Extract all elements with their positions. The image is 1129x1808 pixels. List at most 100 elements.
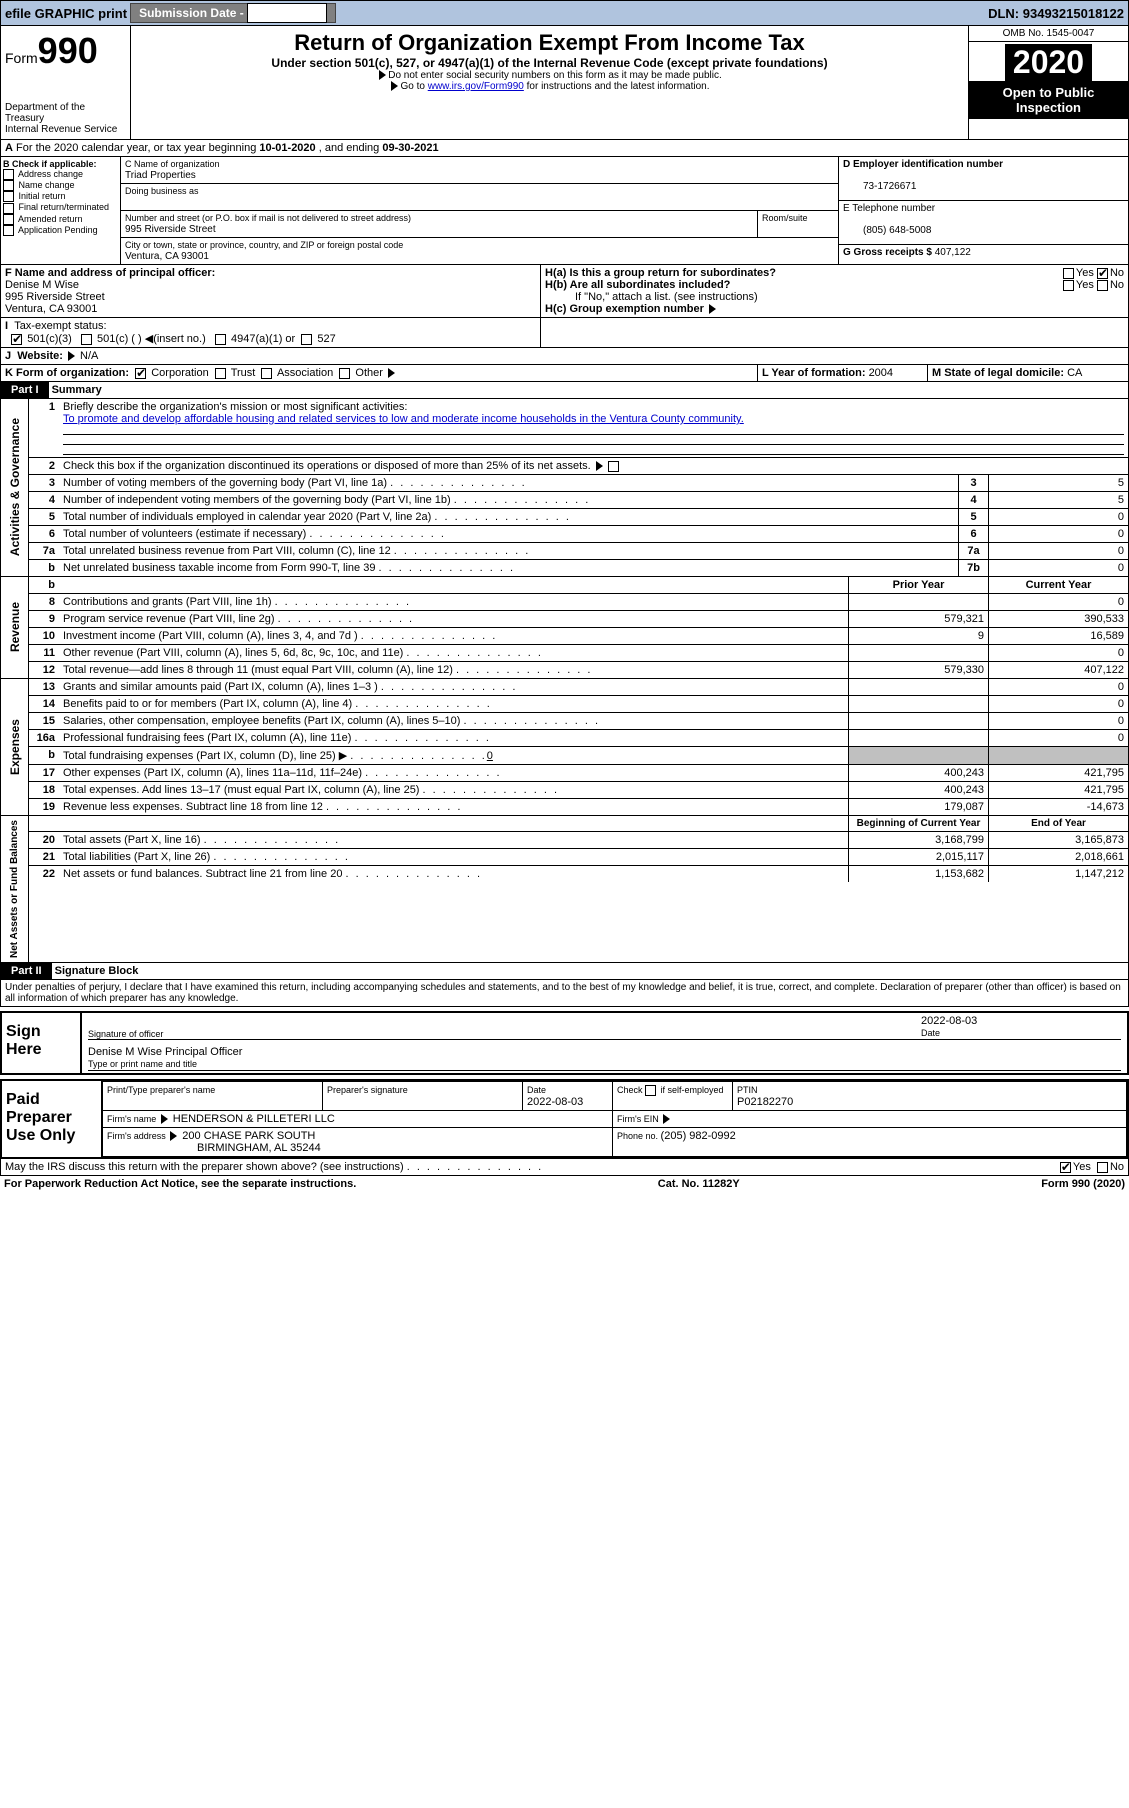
chk-initial-return[interactable] (3, 191, 14, 202)
summary-line: 13Grants and similar amounts paid (Part … (29, 679, 1128, 696)
chk-app-pending[interactable] (3, 225, 14, 236)
chk-hb-yes[interactable] (1063, 280, 1074, 291)
chk-other[interactable] (339, 368, 350, 379)
form-number: Form990 (5, 30, 126, 72)
summary-line: bTotal fundraising expenses (Part IX, co… (29, 747, 1128, 765)
discuss-row: May the IRS discuss this return with the… (0, 1159, 1129, 1176)
chk-ha-yes[interactable] (1063, 268, 1074, 279)
summary-line: 9Program service revenue (Part VIII, lin… (29, 611, 1128, 628)
side-na: Net Assets or Fund Balances (7, 816, 22, 962)
section-revenue: Revenue b Prior Year Current Year 8Contr… (0, 577, 1129, 679)
irs-link[interactable]: www.irs.gov/Form990 (428, 81, 524, 92)
summary-line: 19Revenue less expenses. Subtract line 1… (29, 799, 1128, 815)
part2-header: Part II Signature Block (0, 963, 1129, 980)
line-a: A For the 2020 calendar year, or tax yea… (0, 140, 1129, 157)
row-j: J Website: N/A (0, 348, 1129, 365)
row-i: I Tax-exempt status: 501(c)(3) 501(c) ( … (0, 318, 1129, 348)
summary-line: 3Number of voting members of the governi… (29, 475, 1128, 492)
gross-receipts: 407,122 (935, 247, 971, 258)
summary-line: 14Benefits paid to or for members (Part … (29, 696, 1128, 713)
summary-line: 15Salaries, other compensation, employee… (29, 713, 1128, 730)
chk-discontinued[interactable] (608, 461, 619, 472)
section-net-assets: Net Assets or Fund Balances Beginning of… (0, 816, 1129, 963)
summary-line: 6Total number of volunteers (estimate if… (29, 526, 1128, 543)
dln: DLN: 93493215018122 (988, 6, 1124, 21)
part1-header: Part I Summary (0, 382, 1129, 399)
phone: (805) 648-5008 (843, 225, 931, 236)
summary-line: 22Net assets or fund balances. Subtract … (29, 866, 1128, 882)
tax-year: 2020 (1005, 44, 1092, 81)
org-city: Ventura, CA 93001 (125, 251, 209, 262)
ptin: P02182270 (737, 1096, 793, 1108)
chk-address-change[interactable] (3, 169, 14, 180)
dept-treasury: Department of the Treasury (5, 102, 126, 124)
row-f-h: F Name and address of principal officer:… (0, 265, 1129, 318)
side-rev: Revenue (6, 598, 24, 656)
summary-line: 10Investment income (Part VIII, column (… (29, 628, 1128, 645)
year-formation: 2004 (869, 367, 893, 379)
chk-discuss-no[interactable] (1097, 1162, 1108, 1173)
mission-link[interactable]: To promote and develop affordable housin… (63, 413, 744, 425)
row-klm: K Form of organization: Corporation Trus… (0, 365, 1129, 382)
officer-name: Denise M Wise (5, 279, 79, 291)
org-street: 995 Riverside Street (125, 224, 216, 235)
summary-line: 21Total liabilities (Part X, line 26) 2,… (29, 849, 1128, 866)
form-subtitle: Under section 501(c), 527, or 4947(a)(1)… (135, 56, 964, 70)
paid-preparer-block: Paid Preparer Use Only Print/Type prepar… (0, 1079, 1129, 1159)
chk-amended[interactable] (3, 214, 14, 225)
chk-name-change[interactable] (3, 180, 14, 191)
section-expenses: Expenses 13Grants and similar amounts pa… (0, 679, 1129, 816)
side-ag: Activities & Governance (6, 414, 24, 560)
triangle-icon (391, 81, 398, 91)
firm-name: HENDERSON & PILLETERI LLC (173, 1113, 335, 1125)
summary-line: 4Number of independent voting members of… (29, 492, 1128, 509)
chk-hb-no[interactable] (1097, 280, 1108, 291)
perjury-statement: Under penalties of perjury, I declare th… (0, 980, 1129, 1007)
col-b: B Check if applicable: Address change Na… (1, 157, 121, 264)
summary-line: 20Total assets (Part X, line 16) 3,168,7… (29, 832, 1128, 849)
form-header: Form990 Department of the Treasury Inter… (0, 26, 1129, 140)
preparer-table: Print/Type preparer's name Preparer's si… (102, 1081, 1127, 1157)
entity-section: B Check if applicable: Address change Na… (0, 157, 1129, 265)
chk-501c[interactable] (81, 334, 92, 345)
paid-preparer-label: Paid Preparer Use Only (2, 1081, 102, 1157)
chk-527[interactable] (301, 334, 312, 345)
section-activities-governance: Activities & Governance 1 Briefly descri… (0, 399, 1129, 577)
chk-corp[interactable] (135, 368, 146, 379)
chk-discuss-yes[interactable] (1060, 1162, 1071, 1173)
summary-line: 12Total revenue—add lines 8 through 11 (… (29, 662, 1128, 678)
omb-number: OMB No. 1545-0047 (969, 26, 1128, 42)
efile-label: efile GRAPHIC print (5, 6, 127, 21)
open-to-public: Open to PublicInspection (969, 81, 1128, 119)
triangle-icon (709, 304, 716, 314)
ein: 73-1726671 (843, 181, 916, 192)
chk-self-employed[interactable] (645, 1085, 656, 1096)
org-name: Triad Properties (125, 170, 196, 181)
irs-label: Internal Revenue Service (5, 124, 126, 135)
firm-phone: (205) 982-0992 (661, 1130, 736, 1142)
submission-date-btn[interactable]: Submission Date - 2022-08-03 (130, 3, 335, 23)
sign-date: 2022-08-03 (921, 1015, 977, 1027)
signature-block: Sign Here Signature of officer 2022-08-0… (0, 1011, 1129, 1075)
inst-link: Go to www.irs.gov/Form990 for instructio… (135, 81, 964, 92)
website: N/A (80, 350, 98, 362)
state-domicile: CA (1067, 367, 1082, 379)
page-footer: For Paperwork Reduction Act Notice, see … (0, 1176, 1129, 1192)
summary-line: 11Other revenue (Part VIII, column (A), … (29, 645, 1128, 662)
summary-line: bNet unrelated business taxable income f… (29, 560, 1128, 576)
chk-501c3[interactable] (11, 334, 22, 345)
chk-final-return[interactable] (3, 203, 14, 214)
form-title: Return of Organization Exempt From Incom… (135, 30, 964, 56)
chk-assoc[interactable] (261, 368, 272, 379)
chk-ha-no[interactable] (1097, 268, 1108, 279)
summary-line: 16aProfessional fundraising fees (Part I… (29, 730, 1128, 747)
triangle-icon (388, 368, 395, 378)
chk-trust[interactable] (215, 368, 226, 379)
officer-printed-name: Denise M Wise Principal Officer (88, 1046, 242, 1058)
triangle-icon (379, 70, 386, 80)
chk-4947[interactable] (215, 334, 226, 345)
summary-line: 5Total number of individuals employed in… (29, 509, 1128, 526)
summary-line: 18Total expenses. Add lines 13–17 (must … (29, 782, 1128, 799)
summary-line: 17Other expenses (Part IX, column (A), l… (29, 765, 1128, 782)
side-exp: Expenses (6, 715, 24, 779)
